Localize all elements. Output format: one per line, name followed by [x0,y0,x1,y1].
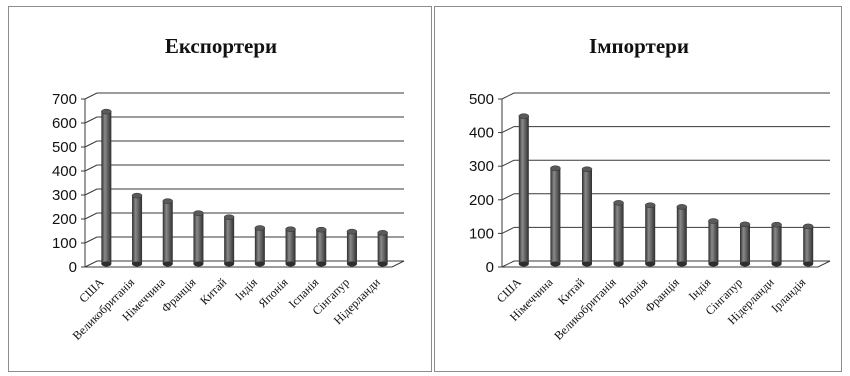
importers-x-tick-label: Франція [642,275,682,315]
exporters-y-tick-label: 600 [52,115,77,132]
importers-floor [501,260,831,268]
exporters-y-tick-label: 200 [52,211,77,228]
exporters-bar [101,108,112,267]
importers-bar [581,166,593,267]
exporters-x-tick-label: Японія [256,275,291,310]
importers-bar [771,221,782,267]
exporters-y-tick-label: 500 [52,139,77,156]
importers-x-tick-label: Ірландія [768,275,808,315]
exporters-gridline-diag [84,212,98,220]
exporters-bar [316,226,327,267]
exporters-bar [193,210,204,267]
exporters-bar [285,226,296,267]
exporters-bar [131,192,143,267]
exporters-bar [162,198,173,267]
exporters-y-tick-label: 700 [52,91,77,108]
importers-y-tick-label: 400 [469,125,494,142]
exporters-chart-panel: Експортери 0 100 200 300 400 500 600 700 США Велик… [8,6,432,372]
exporters-floor [84,260,405,268]
exporters-y-tick-label: 0 [69,259,77,276]
exporters-gridline-diag [84,92,98,100]
importers-bar [644,202,656,267]
exporters-bar [377,230,388,267]
importers-chart-title: Імпортери [589,34,689,58]
exporters-gridline-diag [84,164,98,172]
exporters-gridline-diag [84,188,98,196]
importers-bar [676,204,688,267]
importers-x-tick-label: Індія [686,275,714,303]
exporters-y-tick-label: 300 [52,187,77,204]
importers-bar [550,165,561,267]
importers-bar [708,218,719,267]
importers-gridline-diag [501,92,515,100]
importers-bar [802,223,814,267]
importers-gridline-diag [501,126,515,134]
exporters-chart-title: Експортери [165,34,277,58]
importers-gridline-diag [501,226,515,234]
importers-bar [518,113,530,267]
exporters-bar [346,228,358,267]
exporters-gridline-diag [84,116,98,124]
importers-y-tick-label: 0 [486,259,494,276]
importers-y-tick-label: 200 [469,192,494,209]
importers-bar [613,200,624,267]
importers-y-tick-label: 500 [469,91,494,108]
importers-bar [739,221,751,267]
exporters-x-tick-label: Франція [159,275,199,315]
exporters-gridline-diag [84,236,98,244]
exporters-y-tick-label: 100 [52,235,77,252]
exporters-y-tick-label: 400 [52,163,77,180]
exporters-bar [223,214,235,267]
exporters-gridline-diag [84,140,98,148]
importers-chart-panel: Імпортери 0 100 200 300 400 500 США Німеччина Кит… [434,6,842,372]
importers-y-tick-label: 300 [469,158,494,175]
exporters-chart: Експортери0100200300400500600700СШАВелик… [52,34,405,343]
importers-gridline-diag [501,193,515,201]
importers-y-tick-label: 100 [469,225,494,242]
exporters-bar [254,225,266,267]
importers-gridline-diag [501,159,515,167]
exporters-x-tick-label: Китай [197,275,230,308]
